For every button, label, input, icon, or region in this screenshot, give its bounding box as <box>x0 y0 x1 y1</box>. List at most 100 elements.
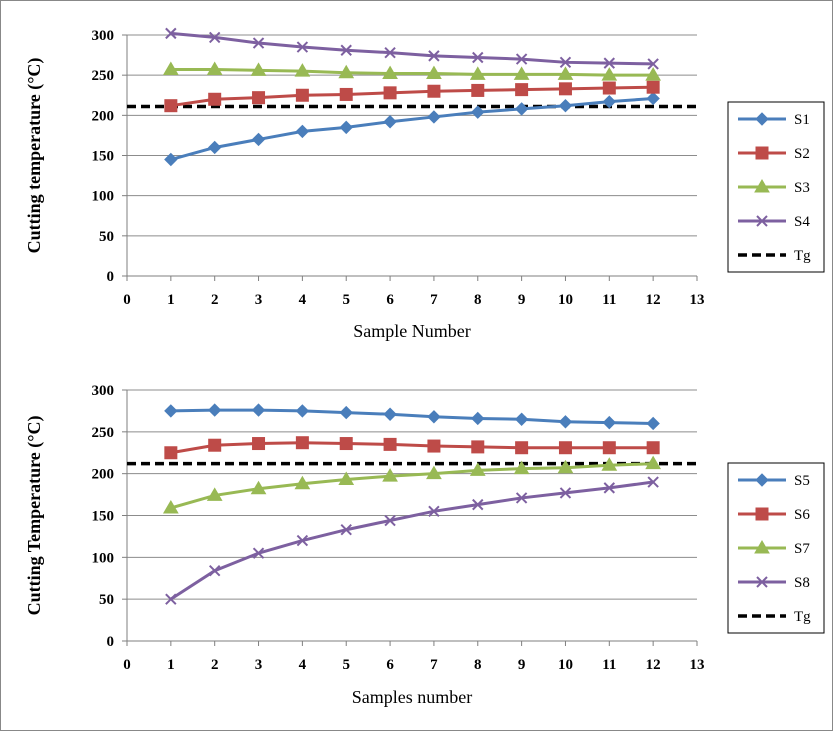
y-tick-label-200: 200 <box>92 108 115 124</box>
series-S5 <box>164 403 660 431</box>
point-S3-10 <box>557 66 574 80</box>
x-tick-label-2: 2 <box>211 657 219 673</box>
series-line-S2 <box>170 85 654 108</box>
series-S6 <box>164 436 660 460</box>
point-S2-12 <box>646 80 660 94</box>
x-tick-label-7: 7 <box>430 292 438 308</box>
point-S1-12 <box>646 91 660 106</box>
legend-label: S3 <box>794 180 810 196</box>
legend-label: S2 <box>794 146 810 162</box>
legend-entry-S1: S1 <box>738 112 810 128</box>
point-S5-1 <box>164 404 178 418</box>
series-line-S1 <box>170 96 654 161</box>
point-S6-3 <box>252 437 266 451</box>
legend-entry-Tg: Tg <box>738 609 811 625</box>
point-S2-9 <box>515 83 529 97</box>
point-S3-1 <box>162 61 179 76</box>
legend-1: S1 S2 S3 S4 Tg <box>727 101 825 273</box>
y-axis-label: Cutting Temperature (°C) <box>24 416 45 616</box>
x-tick-label-7: 7 <box>430 657 438 673</box>
point-S3-5 <box>338 64 355 79</box>
series-S8 <box>165 476 659 605</box>
point-S6-12 <box>646 441 660 455</box>
point-S4-1 <box>165 27 177 40</box>
point-S1-7 <box>427 110 441 124</box>
point-S8-11 <box>603 482 616 494</box>
point-S5-4 <box>295 404 310 418</box>
x-tick-label-13: 13 <box>690 657 705 673</box>
point-S7-4 <box>294 475 311 490</box>
point-S6-2 <box>208 438 222 452</box>
legend-swatch-marker <box>756 576 768 588</box>
point-S8-2 <box>208 565 221 577</box>
x-tick-label-6: 6 <box>386 657 394 673</box>
series-S4 <box>165 27 659 70</box>
point-S4-2 <box>208 31 221 44</box>
y-axis-label: Cutting temperature (°C) <box>24 58 45 254</box>
legend-entry-S3: S3 <box>738 179 810 196</box>
point-S5-3 <box>251 403 266 417</box>
point-S6-5 <box>339 437 353 451</box>
point-S6-7 <box>427 439 441 453</box>
point-S1-6 <box>383 115 397 129</box>
series-S7 <box>162 455 662 514</box>
x-tick-label-4: 4 <box>299 657 307 673</box>
y-tick-label-300: 300 <box>92 28 115 44</box>
y-tick-label-100: 100 <box>92 189 115 205</box>
y-tick-label-200: 200 <box>92 467 115 483</box>
point-S1-3 <box>251 132 266 147</box>
legend-label: Tg <box>794 248 811 264</box>
legend-entry-S5: S5 <box>738 473 810 489</box>
x-tick-label-11: 11 <box>602 657 616 673</box>
point-S3-9 <box>513 66 530 80</box>
point-S5-8 <box>471 411 485 426</box>
point-S4-9 <box>515 53 528 65</box>
point-S6-1 <box>164 446 178 460</box>
point-S2-4 <box>295 88 309 102</box>
legend-label: S8 <box>794 575 810 591</box>
y-tick-label-0: 0 <box>107 634 115 650</box>
point-S3-4 <box>294 63 311 77</box>
point-S4-5 <box>340 44 352 56</box>
point-S2-10 <box>558 82 572 96</box>
point-S3-6 <box>382 65 398 80</box>
point-S4-11 <box>603 57 616 69</box>
x-tick-label-10: 10 <box>558 292 573 308</box>
y-tick-label-100: 100 <box>92 550 115 566</box>
legend-entry-S6: S6 <box>738 507 810 523</box>
x-tick-label-12: 12 <box>646 292 661 308</box>
point-S1-2 <box>207 140 222 155</box>
point-S3-3 <box>250 62 267 76</box>
x-tick-label-10: 10 <box>558 657 573 673</box>
point-S5-6 <box>383 407 397 421</box>
series-line-S6 <box>170 441 654 455</box>
x-axis-label: Samples number <box>352 687 472 707</box>
point-S7-12 <box>645 455 662 470</box>
legend-swatch-marker <box>755 473 769 487</box>
series-line-S8 <box>170 480 654 601</box>
point-S1-8 <box>471 105 485 119</box>
legend-swatch-marker <box>755 112 769 126</box>
legend-2: S5 S6 S7 S8 Tg <box>727 462 825 634</box>
point-S8-1 <box>165 593 177 605</box>
point-S8-6 <box>384 514 396 527</box>
point-S2-8 <box>471 83 485 97</box>
point-S8-8 <box>472 498 484 511</box>
point-S8-7 <box>428 505 440 518</box>
legend-swatch-marker <box>754 540 770 554</box>
legend-entry-Tg: Tg <box>738 248 811 264</box>
legend-entry-S8: S8 <box>738 575 810 591</box>
point-S4-10 <box>559 56 572 69</box>
x-tick-label-2: 2 <box>211 292 219 308</box>
point-S5-7 <box>427 410 441 424</box>
point-S1-5 <box>339 120 353 135</box>
point-S5-11 <box>602 415 617 430</box>
x-tick-label-1: 1 <box>167 292 175 308</box>
x-tick-label-0: 0 <box>123 657 131 673</box>
y-tick-label-300: 300 <box>92 383 115 399</box>
x-tick-label-0: 0 <box>123 292 131 308</box>
x-tick-label-3: 3 <box>255 657 263 673</box>
